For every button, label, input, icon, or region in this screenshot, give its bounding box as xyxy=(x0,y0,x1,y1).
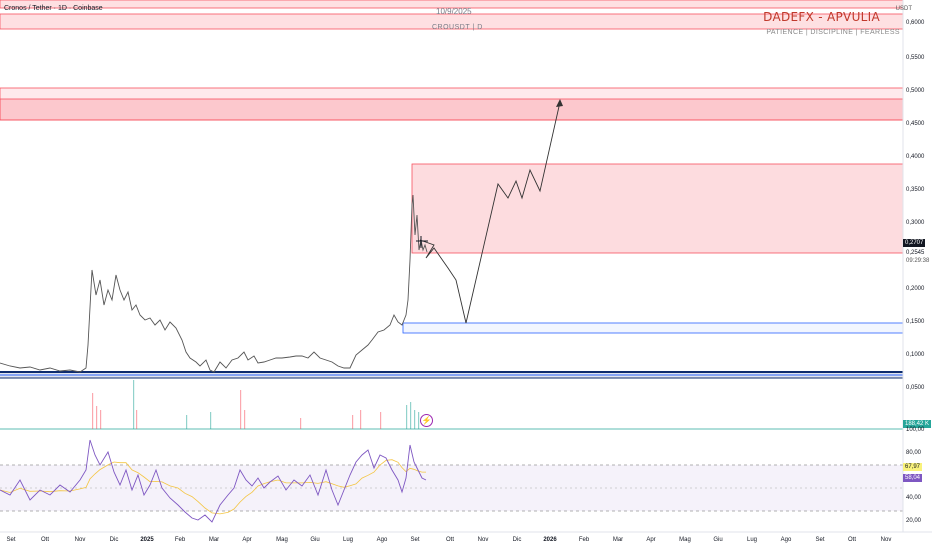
time-axis-label: Lug xyxy=(746,537,758,543)
volume-bar xyxy=(186,415,188,429)
time-axis-label: Ott xyxy=(847,537,857,543)
volume-bar xyxy=(240,390,242,429)
price-axis-label: 0,4000 xyxy=(906,154,925,160)
time-axis-label: Set xyxy=(815,537,825,543)
volume-bar xyxy=(136,410,138,429)
price-axis-label: 0,1500 xyxy=(906,319,925,325)
demand-zone-box[interactable] xyxy=(402,322,904,334)
price-axis-label: 0,1000 xyxy=(906,352,925,358)
volume-bar xyxy=(92,393,94,429)
volume-bar xyxy=(300,418,302,429)
rsi-ma-badge[interactable]: 58,04 xyxy=(903,474,923,482)
time-axis-label: Set xyxy=(6,537,16,543)
time-axis-label: Ago xyxy=(376,537,388,543)
time-axis-label: Mar xyxy=(208,537,220,543)
time-axis-label: Mag xyxy=(276,537,288,543)
volume-badge[interactable]: 188,42 K xyxy=(903,420,932,428)
rsi-line[interactable] xyxy=(0,439,427,523)
volume-bars xyxy=(92,380,420,429)
chart-date: 10/9/2025 xyxy=(436,7,472,16)
rsi-axis-label: 40,00 xyxy=(906,495,922,501)
time-axis-label: Feb xyxy=(578,537,590,543)
volume-bar xyxy=(360,410,362,429)
volume-bar xyxy=(406,405,408,429)
ticker-label: CROUSDT | D xyxy=(432,24,483,31)
rsi-axis-label: 20,00 xyxy=(906,518,922,524)
time-axis-label: Mar xyxy=(612,537,624,543)
volume-bar xyxy=(133,380,135,429)
time-axis-label: Nov xyxy=(880,537,892,543)
rsi-ma-line xyxy=(0,459,426,515)
volume-bar xyxy=(418,412,420,429)
time-axis-label: Feb xyxy=(174,537,186,543)
flash-alert-icon[interactable]: ⚡ xyxy=(420,414,433,427)
price-axis-label: 0,3500 xyxy=(906,187,925,193)
time-axis-label: Apr xyxy=(646,537,656,543)
time-axis-label: Ott xyxy=(40,537,50,543)
rsi-axis-label: 80,00 xyxy=(906,450,922,456)
time-axis-label: Ott xyxy=(445,537,455,543)
volume-bar xyxy=(244,410,246,429)
projection-path[interactable] xyxy=(419,101,561,324)
brand-tagline: PATIENCE | DISCIPLINE | FEARLESS xyxy=(766,29,900,36)
price-axis-label: 0,5000 xyxy=(906,88,925,94)
price-axis-label: 0,4500 xyxy=(906,121,925,127)
current-price-badge[interactable]: 0,2707 xyxy=(903,239,926,247)
time-axis-label: 2026 xyxy=(543,537,557,543)
price-line[interactable] xyxy=(0,194,428,373)
time-axis-label: Nov xyxy=(74,537,86,543)
price-axis-label: 0,5500 xyxy=(906,55,925,61)
rsi-axis-label: 100,00 xyxy=(906,427,925,433)
time-axis-label: Lug xyxy=(342,537,354,543)
price-axis-label: 0,2545 xyxy=(906,250,925,256)
time-axis-label: Mag xyxy=(679,537,691,543)
time-axis-label: Apr xyxy=(242,537,252,543)
time-axis-label: Dic xyxy=(109,537,119,543)
price-axis-label: 0,0500 xyxy=(906,385,925,391)
time-axis-label: Set xyxy=(410,537,420,543)
time-axis-label: Giu xyxy=(310,537,320,543)
brand-title: DADEFX - APVULIA xyxy=(763,10,880,24)
price-axis-label: 0,6000 xyxy=(906,20,925,26)
symbol-title[interactable]: Cronos / Tether · 1D · Coinbase xyxy=(4,5,103,12)
time-axis-label: 2025 xyxy=(140,537,154,543)
volume-bar xyxy=(96,406,98,429)
volume-bar xyxy=(410,402,412,429)
volume-bar xyxy=(100,410,102,429)
time-axis-label: Dic xyxy=(512,537,522,543)
time-axis-label: Ago xyxy=(780,537,792,543)
volume-bar xyxy=(380,412,382,429)
time-axis-label: Nov xyxy=(477,537,489,543)
volume-bar xyxy=(210,412,212,429)
resistance-zone-mid-inner[interactable] xyxy=(0,98,904,121)
volume-bar xyxy=(414,410,416,429)
currency-label: USDT xyxy=(895,6,912,12)
projection-arrowhead xyxy=(556,99,563,107)
resistance-zone-mid-outer[interactable] xyxy=(0,87,904,121)
candle-countdown: 09:29:38 xyxy=(906,258,930,264)
rsi-badge[interactable]: 67,97 xyxy=(903,463,923,471)
price-axis-label: 0,3000 xyxy=(906,220,925,226)
time-axis-label: Giu xyxy=(713,537,723,543)
price-axis-label: 0,2000 xyxy=(906,286,925,292)
volume-bar xyxy=(352,415,354,429)
